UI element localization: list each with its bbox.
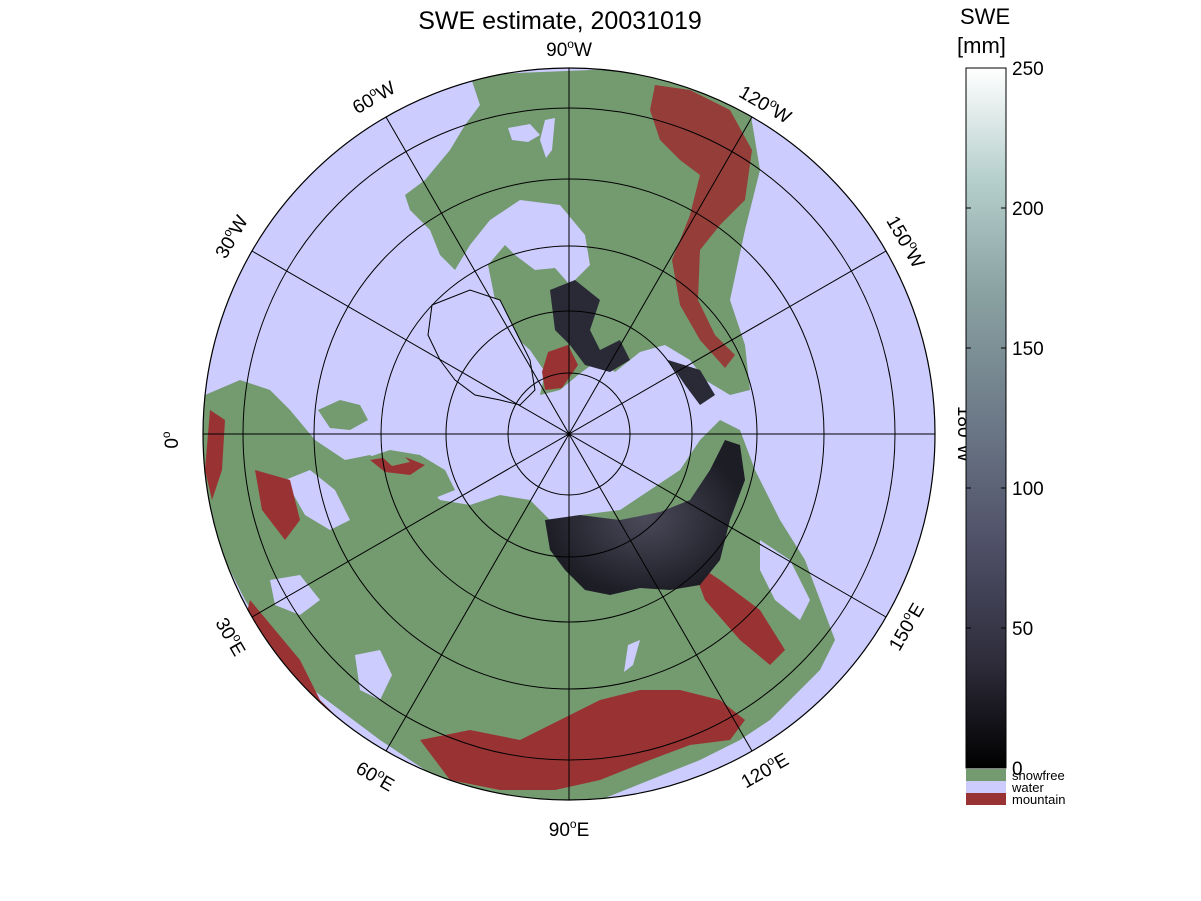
siberia-snow [545, 440, 745, 595]
east-asia-mountains [690, 560, 785, 665]
colorbar-tick-label: 200 [1012, 199, 1044, 220]
svg-text:30oE: 30oE [211, 613, 252, 660]
label-30e: 30oE [211, 613, 252, 660]
label-90w: 90oW [546, 37, 592, 61]
legend-water-label: water [1011, 780, 1044, 795]
label-0: 0o [159, 431, 183, 449]
rockies-mountains [650, 85, 752, 368]
meridian-150w-30e [251, 250, 887, 618]
europe-mountains [205, 410, 340, 725]
hudson-bay [500, 200, 590, 285]
label-90e: 90oE [549, 817, 590, 841]
map-title: SWE estimate, 20031019 [418, 7, 702, 35]
novaya-zemlya [500, 505, 540, 528]
colorbar-tick-label: 150 [1012, 339, 1044, 360]
lake-baikal [624, 640, 640, 672]
label-60e: 60oE [352, 755, 399, 796]
svg-text:90oE: 90oE [549, 817, 590, 841]
colorbar-gradient [965, 67, 1007, 769]
svg-text:60oW: 60oW [348, 75, 400, 119]
legend-mountain-label: mountain [1012, 792, 1065, 807]
canadian-arctic-snow [550, 280, 630, 372]
svg-text:90oW: 90oW [546, 37, 592, 61]
label-60w: 60oW [348, 75, 400, 119]
great-lakes [508, 118, 555, 158]
colorbar-tick-label: 250 [1012, 59, 1044, 80]
baltic-sea [285, 470, 350, 530]
legend-snowfree-swatch [966, 769, 1006, 781]
label-30w: 30oW [209, 211, 253, 263]
colorbar-tick-label: 100 [1012, 479, 1044, 500]
colorbar-title-line2: [mm] [957, 33, 1006, 58]
iceland [318, 400, 368, 430]
asia-mountains [420, 690, 745, 790]
svg-text:60oE: 60oE [352, 755, 399, 796]
legend-water-swatch [966, 781, 1006, 793]
alaska-snow [668, 360, 715, 405]
colorbar-tick-label: 50 [1012, 619, 1033, 640]
graticule [202, 67, 936, 801]
sea-of-okhotsk [760, 540, 810, 620]
scandinavia-mountains [370, 455, 425, 475]
map-border [202, 67, 936, 801]
colorbar-ticks: 250 200 150 100 50 0 [966, 59, 1044, 780]
svg-text:30oW: 30oW [209, 211, 253, 263]
colorbar-title-line1: SWE [960, 4, 1010, 29]
svg-text:0o: 0o [159, 431, 183, 449]
colorbar-tick-label: 0 [1012, 759, 1023, 780]
legend-snowfree-label: snowfree [1012, 768, 1065, 783]
legend-mountain-swatch [966, 793, 1006, 805]
svalbard [380, 452, 410, 466]
